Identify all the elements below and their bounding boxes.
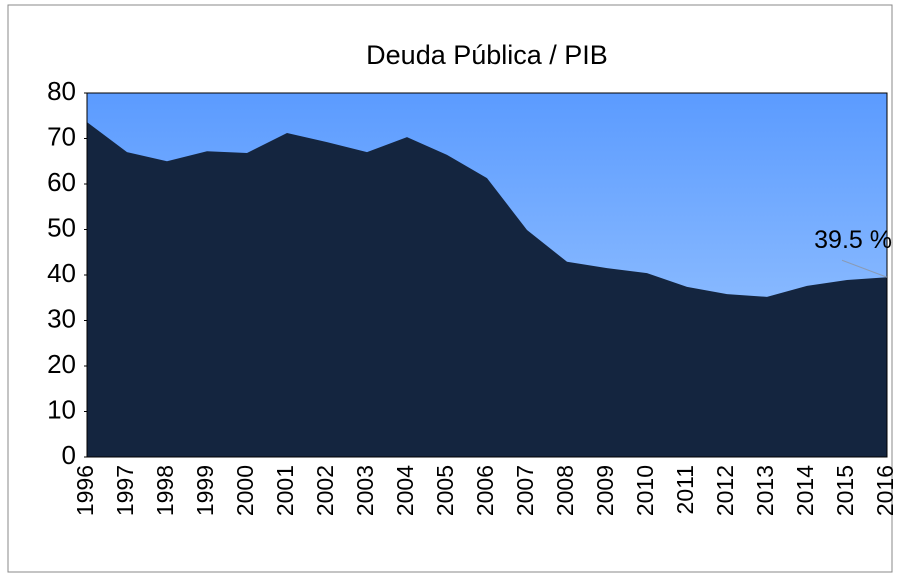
x-tick-label: 2005 [432, 465, 458, 516]
y-tick-label: 10 [47, 394, 76, 424]
x-tick-label: 2003 [352, 465, 378, 516]
y-tick-label: 30 [47, 303, 76, 333]
y-tick-label: 0 [62, 440, 76, 470]
x-tick-label: 2001 [272, 465, 298, 516]
y-tick-label: 70 [47, 121, 76, 151]
y-tick-label: 60 [47, 167, 76, 197]
x-tick-label: 1998 [152, 465, 178, 516]
x-tick-label: 2014 [792, 465, 818, 516]
x-tick-label: 2006 [472, 465, 498, 516]
y-tick-label: 40 [47, 258, 76, 288]
x-tick-label: 2007 [512, 465, 538, 516]
label-leader [841, 259, 888, 278]
x-tick-label: 2013 [752, 465, 778, 516]
x-tick-label: 2011 [672, 465, 698, 514]
x-tick-label: 2010 [632, 465, 658, 516]
x-tick-label: 2002 [312, 465, 338, 516]
data-label: 39.5 % [814, 226, 892, 254]
x-tick-label: 2008 [552, 465, 578, 516]
y-tick-label: 50 [47, 212, 76, 242]
x-tick-label: 2004 [392, 465, 418, 516]
x-tick-label: 2015 [832, 465, 858, 516]
x-tick-label: 2012 [712, 465, 738, 516]
x-tick-label: 2016 [872, 465, 898, 516]
x-tick-label: 1997 [112, 465, 138, 516]
area [87, 122, 887, 458]
x-tick-label: 2000 [232, 465, 258, 516]
x-tick-label: 2009 [592, 465, 618, 516]
x-tick-label: 1996 [72, 465, 98, 516]
y-tick-label: 80 [47, 76, 76, 106]
y-tick-label: 20 [47, 349, 76, 379]
x-tick-label: 1999 [192, 465, 218, 516]
chart-title: Deuda Pública / PIB [366, 40, 608, 70]
